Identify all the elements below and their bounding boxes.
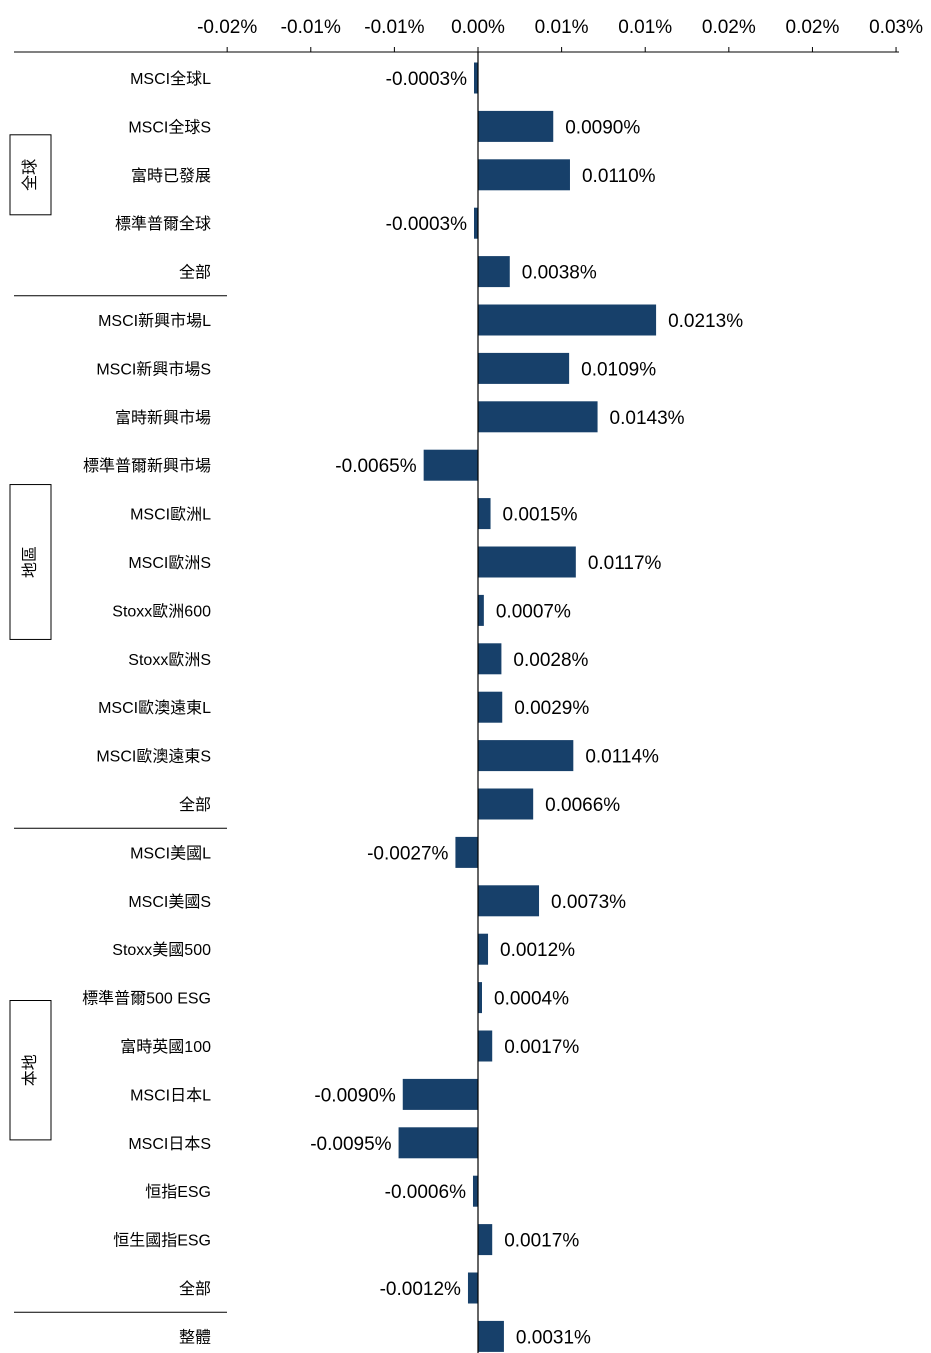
category-label: 全部 <box>179 1280 211 1298</box>
data-label: 0.0073% <box>551 892 626 913</box>
bar <box>474 207 478 239</box>
group-label: 全球 <box>21 159 39 191</box>
category-label: MSCI日本S <box>128 1135 211 1153</box>
category-label: 恒生國指ESG <box>113 1232 211 1250</box>
bar <box>478 352 570 384</box>
category-label: MSCI歐洲L <box>130 506 211 524</box>
data-label: 0.0007% <box>496 601 571 622</box>
data-label: -0.0003% <box>386 214 467 235</box>
bar <box>478 594 484 626</box>
category-label: MSCI全球S <box>128 118 211 136</box>
data-label: 0.0004% <box>494 989 569 1010</box>
category-label: 標準普爾全球 <box>115 215 211 233</box>
data-label: 0.0031% <box>516 1327 591 1348</box>
bar <box>478 1030 493 1062</box>
category-label: MSCI新興市場L <box>98 312 211 330</box>
category-label: MSCI歐澳遠東L <box>98 699 211 717</box>
bar <box>478 256 510 288</box>
data-label: 0.0109% <box>581 359 656 380</box>
data-label: 0.0117% <box>588 553 662 574</box>
category-label: 富時新興市場 <box>115 409 211 427</box>
data-label: 0.0015% <box>503 505 578 526</box>
category-label: MSCI日本L <box>130 1086 211 1104</box>
bar <box>478 740 574 772</box>
category-label: 標準普爾新興市場 <box>83 457 211 475</box>
data-label: 0.0017% <box>504 1231 579 1252</box>
data-label: 0.0017% <box>504 1037 579 1058</box>
group-label: 地區 <box>21 546 39 578</box>
bar <box>478 159 570 191</box>
data-label: 0.0110% <box>582 166 656 187</box>
bar <box>478 1320 504 1352</box>
category-label: 標準普爾500 ESG <box>82 990 211 1008</box>
data-label: -0.0003% <box>386 69 467 90</box>
bar <box>478 933 489 965</box>
bar <box>398 1127 478 1159</box>
data-label: -0.0065% <box>335 456 416 477</box>
data-label: 0.0038% <box>522 263 597 284</box>
category-label: MSCI美國S <box>128 893 211 911</box>
group-box <box>9 1000 52 1141</box>
x-tick-label: -0.01% <box>281 17 341 38</box>
bar <box>402 1078 478 1110</box>
data-label: 0.0028% <box>513 650 588 671</box>
group-label: 本地 <box>21 1054 39 1086</box>
bar <box>478 691 503 723</box>
x-tick-label: 0.02% <box>786 17 840 38</box>
data-label: 0.0012% <box>500 940 575 961</box>
x-tick-label: -0.01% <box>364 17 424 38</box>
category-label: Stoxx歐洲600 <box>112 602 211 620</box>
bar <box>478 885 540 917</box>
category-label: 整體 <box>179 1328 211 1346</box>
data-label: -0.0090% <box>314 1085 395 1106</box>
category-label: 恒指ESG <box>145 1183 211 1201</box>
x-tick-label: 0.03% <box>869 17 923 38</box>
bar <box>478 788 534 820</box>
category-label: MSCI美國L <box>130 844 211 862</box>
data-label: 0.0114% <box>585 747 659 768</box>
category-label: MSCI全球L <box>130 70 211 88</box>
bar <box>423 449 478 481</box>
data-label: 0.0090% <box>565 117 640 138</box>
bar <box>478 982 482 1014</box>
category-label: MSCI歐洲S <box>128 554 211 572</box>
data-label: 0.0143% <box>610 408 685 429</box>
bar <box>467 1272 478 1304</box>
bar <box>478 1224 493 1256</box>
bar <box>478 304 657 336</box>
data-label: 0.0066% <box>545 795 620 816</box>
data-label: -0.0027% <box>367 843 448 864</box>
bar <box>472 1175 478 1207</box>
data-label: -0.0012% <box>380 1279 461 1300</box>
data-label: 0.0029% <box>514 698 589 719</box>
x-tick-label: -0.02% <box>197 17 257 38</box>
category-label: 富時英國100 <box>120 1038 211 1056</box>
x-tick-label: 0.01% <box>535 17 589 38</box>
bar <box>478 110 554 142</box>
category-label: 全部 <box>179 264 211 282</box>
data-label: 0.0213% <box>668 311 743 332</box>
category-label: Stoxx歐洲S <box>128 651 211 669</box>
bar <box>478 498 491 530</box>
bar <box>474 62 478 94</box>
bar <box>455 836 478 868</box>
category-label: Stoxx美國500 <box>112 941 211 959</box>
data-label: -0.0095% <box>310 1134 391 1155</box>
bar <box>478 546 576 578</box>
category-label: 富時已發展 <box>131 167 211 185</box>
data-label: -0.0006% <box>385 1182 466 1203</box>
category-label: MSCI歐澳遠東S <box>96 748 211 766</box>
category-label: MSCI新興市場S <box>96 360 211 378</box>
x-tick-label: 0.02% <box>702 17 756 38</box>
x-tick-label: 0.01% <box>618 17 672 38</box>
bar <box>478 643 502 675</box>
bar <box>478 401 598 433</box>
group-box <box>9 134 52 216</box>
group-box <box>9 484 52 640</box>
x-tick-label: 0.00% <box>451 17 505 38</box>
category-label: 全部 <box>179 796 211 814</box>
